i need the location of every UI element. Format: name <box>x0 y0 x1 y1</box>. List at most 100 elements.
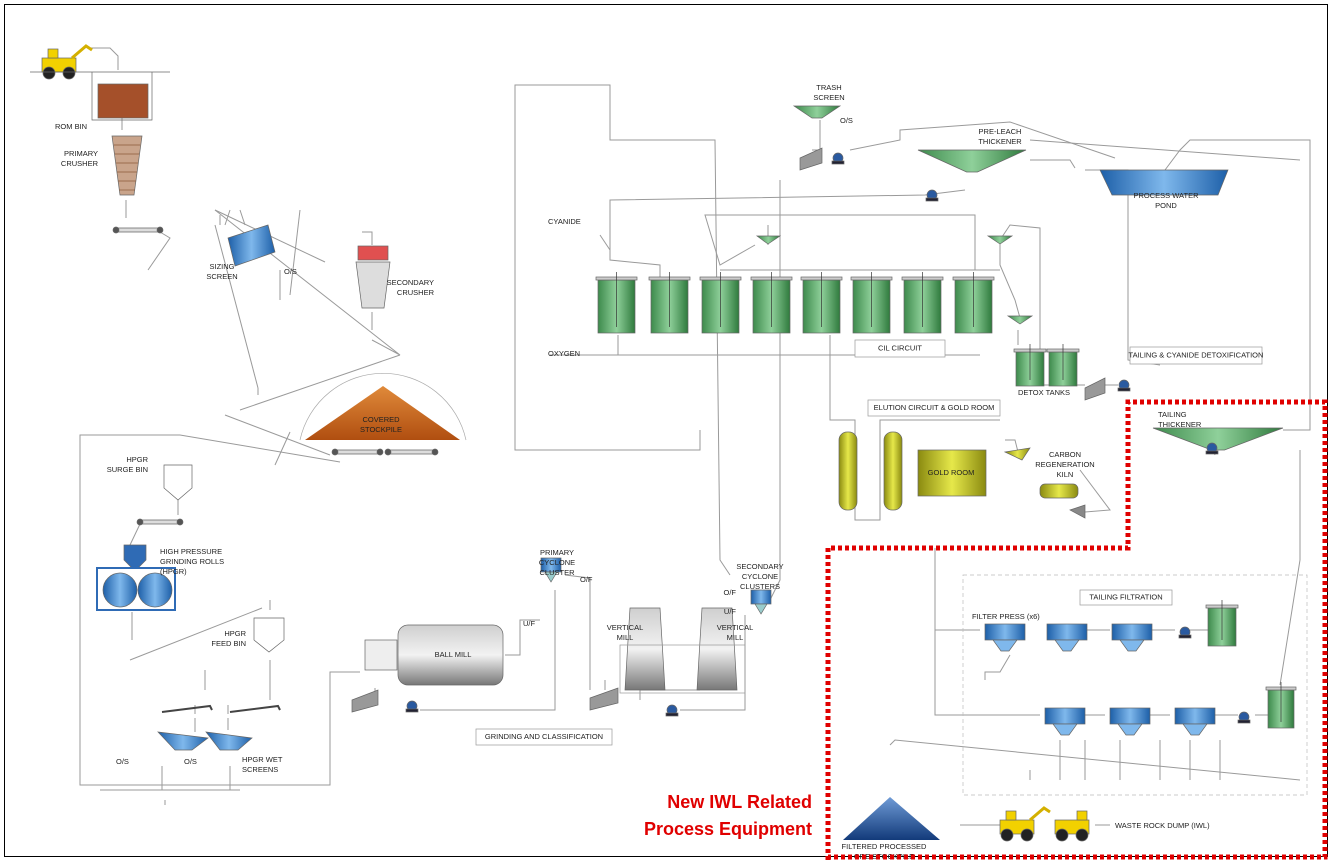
equipment-label: CRUSHER <box>397 288 435 297</box>
equipment-label: HIGH PRESSURE <box>160 547 222 556</box>
vertical-mill <box>697 608 737 690</box>
pipe <box>290 210 300 295</box>
pump-base <box>832 161 844 164</box>
filter-press-chute <box>1055 640 1079 651</box>
equipment-label: PRIMARY <box>64 149 98 158</box>
rom-bin <box>98 84 148 118</box>
equipment-label: FILTERED PROCESSED <box>842 842 927 851</box>
wheel <box>1056 829 1068 841</box>
pump-base <box>406 709 418 712</box>
hopper <box>590 688 618 710</box>
tailing-filtration-area <box>963 575 1307 795</box>
equipment-label: U/F <box>724 607 737 616</box>
equipment-label: POND <box>1155 201 1177 210</box>
pipe <box>362 232 372 245</box>
equipment-label: TRASH <box>816 83 841 92</box>
equipment-label: GOLD ROOM <box>928 468 975 477</box>
hpgr-roll <box>103 573 137 607</box>
pulley <box>157 227 163 233</box>
equipment-label: PRIMARY <box>540 548 574 557</box>
loader-arm <box>72 46 92 58</box>
equipment-label: MILL <box>617 633 634 642</box>
pipe <box>130 524 140 545</box>
filter-press <box>1047 624 1087 640</box>
pipe <box>148 232 170 270</box>
elution-column <box>884 432 902 510</box>
equipment-label: WASTE ROCK DUMP (IWL) <box>1115 821 1210 830</box>
cyclone <box>751 590 771 604</box>
screen-tank <box>988 236 1012 244</box>
equipment-label: SCREEN <box>813 93 844 102</box>
wheel <box>63 67 75 79</box>
equipment-label: REGENERATION <box>1035 460 1094 469</box>
hpgr-roll <box>138 573 172 607</box>
sizing-screen <box>228 225 275 266</box>
equipment-label: O/S <box>184 757 197 766</box>
equipment-label: FEED BIN <box>211 639 246 648</box>
pulley <box>377 449 383 455</box>
equipment-label: CARBON <box>1049 450 1081 459</box>
callout: Process Equipment <box>644 819 812 839</box>
screen-tank <box>757 236 780 244</box>
equipment-label: U/F <box>523 619 536 628</box>
equipment-label: CYANIDE <box>548 217 581 226</box>
wheel <box>1001 829 1013 841</box>
equipment-label: TAILING <box>1158 410 1187 419</box>
equipment-label: CRUSHER <box>61 159 99 168</box>
filter-press-chute <box>1183 724 1207 735</box>
pipe <box>985 655 1010 680</box>
filter-press <box>1175 708 1215 724</box>
pump-base <box>1118 388 1130 391</box>
pipe <box>225 210 230 225</box>
wet-screen <box>158 732 208 750</box>
pulley <box>137 519 143 525</box>
pipe <box>1000 240 1020 318</box>
pulley <box>113 227 119 233</box>
vehicle-cab <box>48 49 58 58</box>
section-label: ELUTION CIRCUIT & GOLD ROOM <box>874 403 995 412</box>
equipment-label: VERTICAL <box>717 623 754 632</box>
filtered-stockpile <box>843 797 940 840</box>
filter-press-chute <box>1053 724 1077 735</box>
equipment-label: O/S <box>116 757 129 766</box>
equipment-label: SURGE BIN <box>107 465 148 474</box>
screen-deck <box>162 706 212 712</box>
wheel <box>1076 829 1088 841</box>
vertical-mill <box>625 608 665 690</box>
pipe <box>610 190 965 250</box>
equipment-label: O/F <box>580 575 593 584</box>
equipment-label: STOCKPILE <box>360 425 402 434</box>
trash-screen <box>794 106 840 118</box>
pipe <box>770 180 780 600</box>
equipment-label: COVERED <box>362 415 400 424</box>
pipe <box>88 48 118 70</box>
equipment-label: PRE-LEACH <box>979 127 1022 136</box>
pump-base <box>666 713 678 716</box>
equipment-label: ROM BIN <box>55 122 87 131</box>
equipment-label: CYCLONE <box>742 572 778 581</box>
conveyor <box>335 450 380 454</box>
pipe <box>1030 140 1300 160</box>
equipment-label: OXYGEN <box>548 349 580 358</box>
filter-press <box>985 624 1025 640</box>
conveyor <box>140 520 180 524</box>
conveyor <box>116 228 160 232</box>
pump-base <box>1238 720 1250 723</box>
filter-press-chute <box>1120 640 1144 651</box>
vehicle-cab <box>1077 811 1087 820</box>
elution-column <box>839 432 857 510</box>
wheel <box>1021 829 1033 841</box>
equipment-label: BALL MILL <box>435 650 472 659</box>
pulley <box>177 519 183 525</box>
hpgr-feed-bin <box>254 618 284 652</box>
equipment-label: CLUSTER <box>539 568 575 577</box>
filter-press <box>1045 708 1085 724</box>
section-label: TAILING & CYANIDE DETOXIFICATION <box>1129 350 1264 359</box>
wheel <box>43 67 55 79</box>
pipe <box>1280 450 1300 685</box>
conveyor <box>388 450 435 454</box>
equipment-label: CYCLONE <box>539 558 575 567</box>
pipe <box>1030 160 1075 168</box>
wet-screen <box>206 732 252 750</box>
pipe <box>812 120 820 150</box>
